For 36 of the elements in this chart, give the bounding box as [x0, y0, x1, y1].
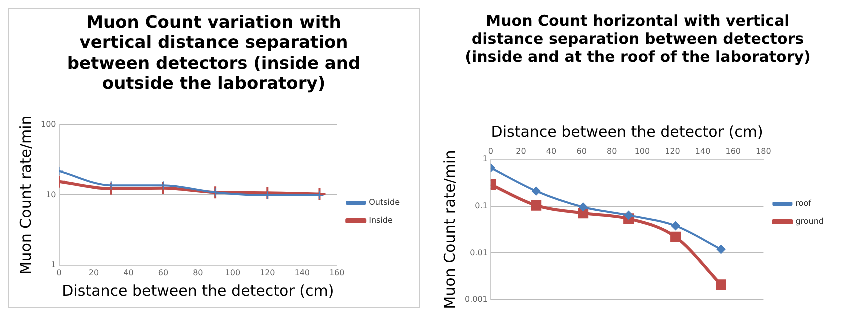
y-tick-label: 10: [46, 190, 56, 200]
x-axis-title: Distance between the detector (cm): [62, 282, 334, 300]
y-axis-title: Muon Count rate/min: [440, 150, 459, 310]
x-tick-label: 0: [488, 146, 494, 156]
y-tick-label: 100: [40, 120, 56, 130]
x-tick-label: 40: [546, 146, 557, 156]
x-tick-label: 60: [576, 146, 587, 156]
x-tick-label: 0: [56, 268, 62, 278]
x-tick-label: 180: [756, 146, 772, 156]
legend-label: roof: [796, 199, 812, 208]
x-tick-label: 80: [193, 268, 204, 278]
x-tick-label: 140: [695, 146, 711, 156]
x-tick-label: 20: [88, 268, 100, 278]
x-tick-label: 160: [726, 146, 742, 156]
x-tick-label: 20: [516, 146, 526, 156]
chart-title: Muon Count horizontal with vertical distance separation between detectors (inside and at the roof of the laboratory): [464, 12, 812, 66]
x-tick-label: 60: [158, 268, 169, 278]
x-tick-label: 100: [634, 146, 650, 156]
chart-title: Muon Count variation with vertical distance separation between detectors (inside and outside the laboratory): [66, 13, 362, 95]
x-tick-label: 160: [329, 268, 345, 278]
x-axis-title: Distance between the detector (cm): [491, 122, 764, 141]
x-tick-label: 80: [607, 146, 618, 156]
y-tick-label: 1: [51, 260, 56, 270]
y-axis-title: Muon Count rate/min: [16, 116, 35, 275]
x-tick-label: 120: [260, 268, 276, 278]
x-tick-label: 120: [665, 146, 680, 156]
y-tick-label: 0.01: [470, 248, 488, 258]
y-tick-label: 0.001: [464, 295, 488, 304]
x-tick-label: 100: [225, 268, 241, 278]
y-tick-label: 1: [482, 154, 488, 164]
x-tick-label: 140: [294, 268, 310, 278]
x-tick-label: 40: [124, 268, 134, 278]
legend-label: Outside: [369, 198, 400, 208]
y-tick-label: 0.1: [475, 201, 488, 210]
legend-label: Inside: [369, 216, 394, 226]
legend-label: ground: [796, 217, 824, 226]
